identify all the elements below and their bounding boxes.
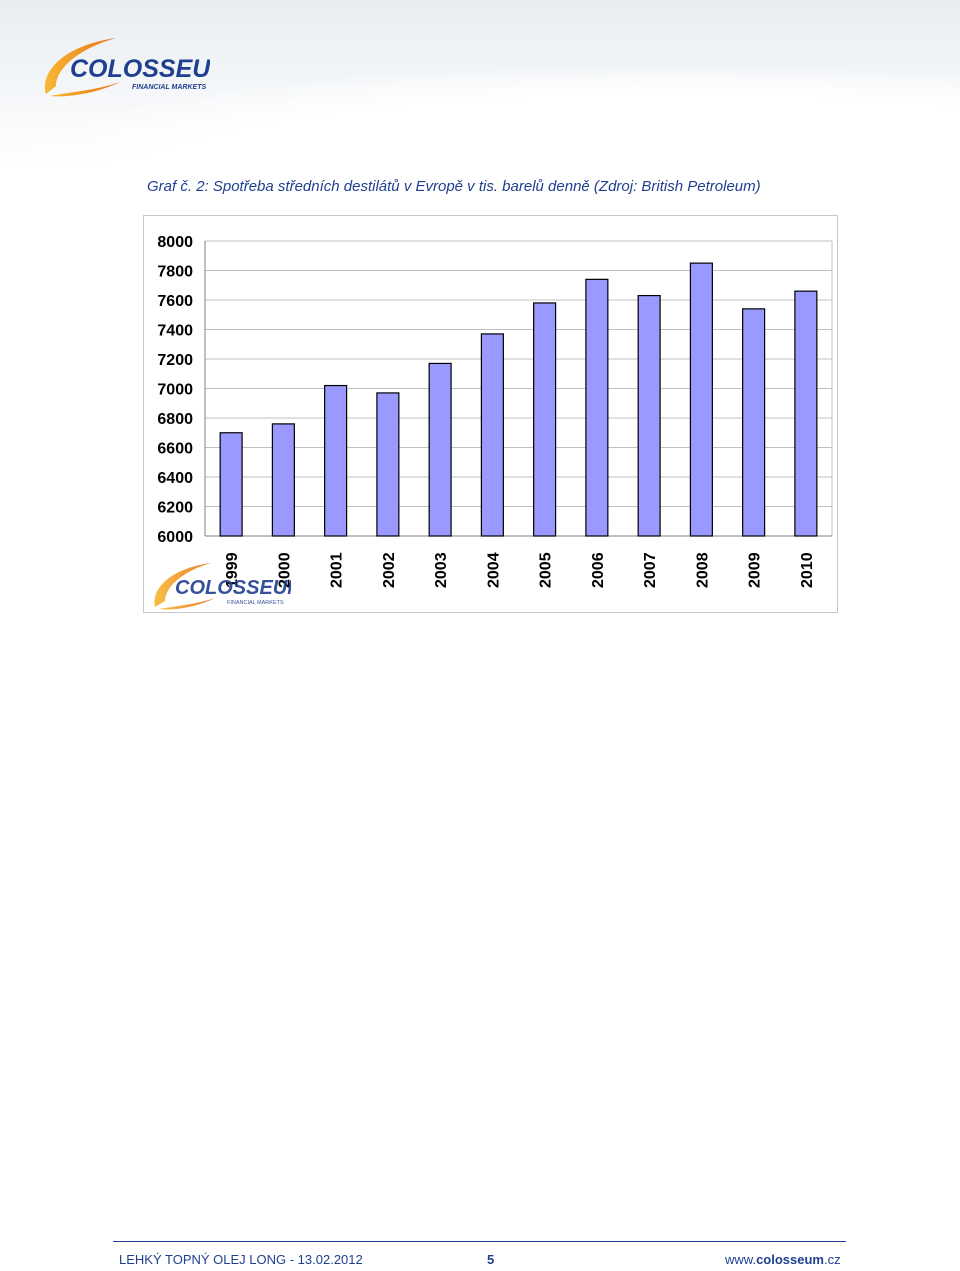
x-tick-label: 2000 [276,552,293,588]
chart-frame: 6000 6200 6400 6600 6800 7000 7200 7400 7600 7800… [143,215,838,613]
bar [428,362,452,537]
y-tick-label: 7200 [157,352,193,369]
footer-website-suffix: .cz [823,1252,841,1267]
bar [376,392,400,537]
logo-subtext: FINANCIAL MARKETS [132,84,206,91]
bar [794,290,818,537]
watermark-logo-text: COLOSSEUM [175,577,291,599]
bar [533,302,557,537]
caption-label: Graf č. [147,178,193,195]
y-tick-label: 6200 [157,500,193,517]
x-tick-label: 2001 [329,552,346,588]
x-tick-label: 2002 [381,552,398,588]
y-tick-label: 6000 [157,529,193,546]
x-tick-label: 2008 [694,552,711,588]
footer-document-title: LEHKÝ TOPNÝ OLEJ LONG - 13.02.2012 [119,1252,363,1267]
y-tick-label: 6600 [157,441,193,458]
x-tick-label: 2004 [485,552,502,588]
y-tick-label: 7400 [157,323,193,340]
x-tick-label: 2005 [538,552,555,588]
footer-rule [113,1241,846,1242]
bar [742,308,766,537]
watermark-logo: COLOSSEUM FINANCIAL MARKETS [151,561,291,611]
caption-number: 2 [196,178,205,195]
bar-chart: 6000 6200 6400 6600 6800 7000 7200 7400 7600 7800… [157,234,833,588]
footer-website-domain: colosseum [756,1252,824,1267]
footer-website-prefix: www. [725,1252,757,1267]
bar [324,384,348,537]
y-tick-label: 7800 [157,264,193,281]
footer-website-link[interactable]: www.colosseum.cz [725,1252,841,1267]
colosseum-logo: COLOSSEUM FINANCIAL MARKETS [40,34,210,100]
x-tick-label: 2003 [433,552,450,588]
bar [637,294,661,537]
chart-caption: Graf č. 2: Spotřeba středních destilátů … [147,178,867,195]
header-band [0,0,960,180]
y-tick-label: 6800 [157,411,193,428]
y-tick-label: 6400 [157,470,193,487]
bar [219,432,243,537]
watermark-logo-mark: COLOSSEUM FINANCIAL MARKETS [154,563,291,610]
x-tick-label: 2009 [747,552,764,588]
y-tick-label: 8000 [157,234,193,251]
x-tick-label: 2010 [799,552,816,588]
bar [585,278,609,537]
bar [271,423,295,537]
x-tick-label: 2007 [642,552,659,588]
y-tick-label: 7600 [157,293,193,310]
logo-text: COLOSSEUM [70,55,210,83]
watermark-logo-subtext: FINANCIAL MARKETS [227,600,284,606]
bar [689,262,713,537]
caption-text: : Spotřeba středních destilátů v Evropě … [204,178,761,195]
colosseum-logo-mark: COLOSSEUM FINANCIAL MARKETS [44,38,210,97]
y-tick-label: 7000 [157,382,193,399]
x-tick-label: 1999 [224,552,241,588]
x-tick-label: 2006 [590,552,607,588]
bar [480,333,504,537]
footer-page-number: 5 [487,1252,495,1267]
